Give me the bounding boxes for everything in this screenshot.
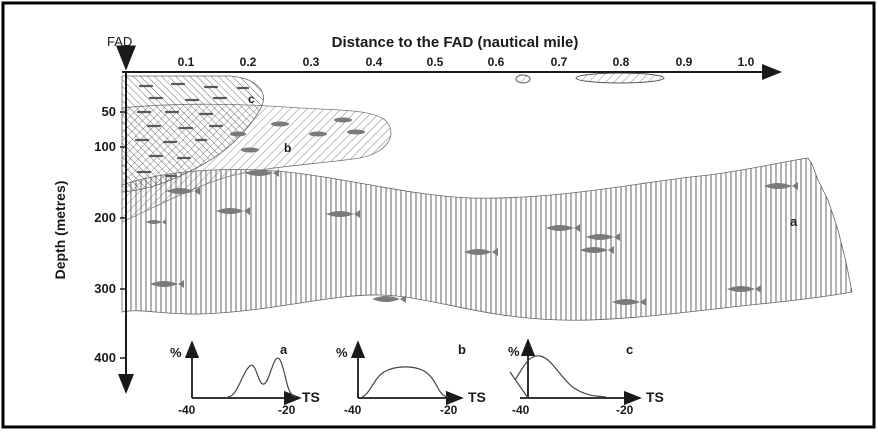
fish-a — [146, 169, 798, 306]
fish-b — [230, 117, 365, 153]
inset-a: % a TS -40 -20 — [170, 340, 320, 417]
inset-c-label: c — [626, 342, 633, 357]
surface-aggregation-small — [515, 74, 531, 84]
y-tick-100: 100 — [94, 139, 116, 154]
x-axis-title: Distance to the FAD (nautical mile) — [332, 34, 579, 51]
fish-group — [134, 82, 798, 306]
inset-a-xlabel: TS — [302, 389, 320, 405]
layer-a — [121, 157, 853, 321]
x-tick-0-8: 0.8 — [613, 55, 630, 69]
inset-a-curve — [227, 357, 297, 398]
y-tick-300: 300 — [94, 281, 116, 296]
inset-c-xmax: -20 — [616, 403, 634, 417]
x-tick-0-1: 0.1 — [178, 55, 195, 69]
inset-b-ylabel: % — [336, 345, 348, 360]
x-tick-0-2: 0.2 — [240, 55, 257, 69]
inset-c-ylabel: % — [508, 344, 520, 359]
inset-b: % b TS -40 -20 — [336, 340, 486, 417]
layer-label-a: a — [790, 214, 798, 229]
y-tick-50: 50 — [102, 104, 116, 119]
x-tick-0-4: 0.4 — [366, 55, 383, 69]
x-tick-labels: 0.1 0.2 0.3 0.4 0.5 0.6 0.7 0.8 0.9 1.0 — [178, 55, 755, 69]
x-tick-1-0: 1.0 — [738, 55, 755, 69]
x-tick-0-7: 0.7 — [551, 55, 568, 69]
x-tick-0-9: 0.9 — [676, 55, 693, 69]
layer-c — [121, 75, 264, 193]
inset-a-xmax: -20 — [278, 403, 296, 417]
inset-a-xmin: -40 — [178, 403, 196, 417]
x-tick-0-3: 0.3 — [303, 55, 320, 69]
inset-b-xmax: -20 — [440, 403, 458, 417]
inset-a-label: a — [280, 342, 288, 357]
inset-c-xlabel: TS — [646, 389, 664, 405]
x-tick-0-5: 0.5 — [427, 55, 444, 69]
inset-b-curve — [361, 366, 449, 398]
layer-label-c: c — [248, 92, 255, 106]
surface-aggregation-large — [575, 72, 665, 84]
inset-a-ylabel: % — [170, 345, 182, 360]
y-tick-400: 400 — [94, 350, 116, 365]
y-tick-200: 200 — [94, 210, 116, 225]
inset-c: % c TS -40 -20 — [508, 338, 664, 417]
layer-label-b: b — [284, 141, 291, 155]
y-ticks: 50 100 200 300 400 — [94, 104, 126, 365]
x-tick-0-6: 0.6 — [488, 55, 505, 69]
inset-c-xmin: -40 — [512, 403, 530, 417]
fad-label: FAD — [107, 34, 132, 49]
inset-b-xlabel: TS — [468, 389, 486, 405]
small-fish-c — [134, 82, 250, 178]
inset-c-curve — [514, 355, 607, 398]
inset-b-xmin: -40 — [344, 403, 362, 417]
inset-b-label: b — [458, 342, 466, 357]
y-axis-title: Depth (metres) — [52, 181, 68, 280]
